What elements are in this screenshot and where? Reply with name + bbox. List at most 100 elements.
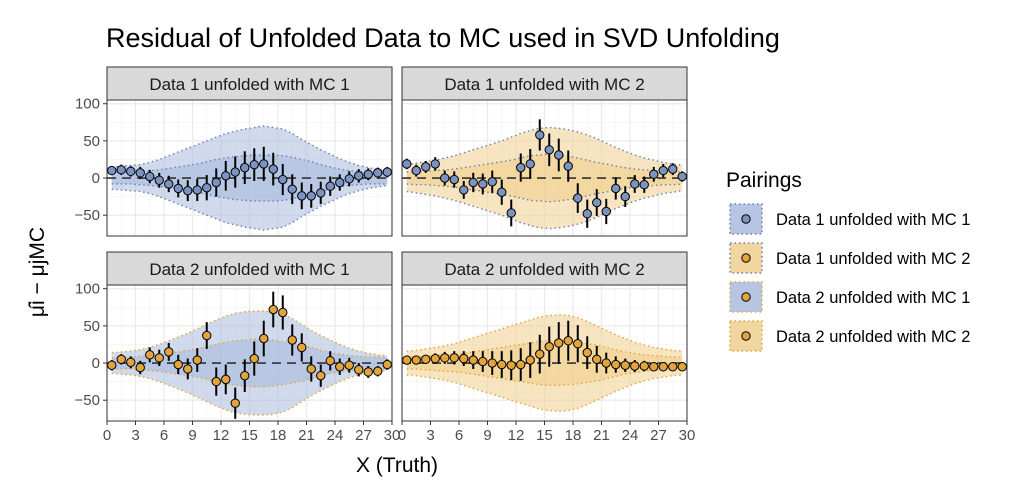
chart-title: Residual of Unfolded Data to MC used in …	[106, 23, 780, 53]
data-point	[183, 185, 193, 196]
legend-label: Data 2 unfolded with MC 2	[776, 328, 970, 346]
data-point	[278, 307, 288, 318]
data-point	[544, 341, 554, 352]
data-point	[173, 359, 183, 370]
data-point	[316, 188, 326, 198]
legend-title: Pairings	[726, 169, 802, 192]
data-point	[611, 183, 621, 194]
y-tick-label: 0	[92, 355, 100, 372]
data-point	[421, 354, 431, 365]
facet-strip-label: Data 1 unfolded with MC 1	[149, 75, 349, 94]
band-edge	[406, 189, 683, 230]
data-point	[411, 165, 421, 176]
panel-border	[106, 99, 393, 237]
legend-key-point	[741, 214, 751, 224]
x-tick-label: 3	[131, 427, 139, 444]
data-point	[506, 360, 516, 370]
data-point	[344, 360, 354, 370]
data-point	[630, 179, 640, 189]
data-point	[297, 191, 307, 201]
panel-border	[401, 99, 688, 237]
x-axes: 0 3 6 9 12 15 18 21 24 27 300 3 6 9 12 15 18 21 24 27 30	[103, 421, 696, 444]
legend-label: Data 2 unfolded with MC 1	[776, 289, 970, 307]
data-point	[611, 359, 621, 370]
data-point	[658, 362, 668, 372]
data-point	[525, 355, 535, 365]
data-point	[601, 206, 611, 217]
band-edge	[111, 310, 388, 357]
x-tick-label: 30	[384, 427, 401, 444]
data-point	[126, 357, 136, 367]
legend: Pairings Data 1 unfolded with MC 1 Data 1…	[726, 169, 970, 352]
data-point	[582, 347, 592, 358]
data-point	[154, 353, 164, 363]
data-point	[192, 185, 202, 195]
x-tick-label: 9	[483, 427, 491, 444]
data-point	[535, 130, 545, 140]
band-edge	[406, 126, 683, 167]
y-tick-label: 50	[83, 133, 100, 150]
legend-key-point	[741, 331, 751, 341]
data-point	[164, 179, 174, 189]
data-point	[240, 370, 250, 381]
data-point	[677, 362, 687, 372]
x-tick-label: 21	[593, 427, 610, 444]
y-tick-label: −50	[75, 392, 100, 409]
data-point	[325, 356, 335, 366]
data-point	[573, 193, 583, 203]
facet-panel: Data 2 unfolded with MC 2	[401, 251, 688, 422]
x-tick-label: 24	[622, 427, 639, 444]
x-tick-label: 30	[679, 427, 696, 444]
data-point	[668, 362, 678, 372]
data-point	[192, 355, 202, 365]
data-point	[421, 162, 431, 172]
legend-item: Data 2 unfolded with MC 2	[729, 320, 970, 352]
data-point	[487, 177, 497, 187]
data-point	[259, 333, 269, 344]
x-tick-label: 15	[536, 427, 553, 444]
band-edge	[111, 184, 388, 231]
facet-strip-label: Data 1 unfolded with MC 2	[444, 75, 644, 94]
data-point	[363, 367, 373, 377]
data-point	[525, 159, 535, 169]
panel-plot-area	[107, 100, 392, 236]
data-point	[601, 358, 611, 368]
data-point	[516, 359, 526, 370]
y-tick-label: 50	[83, 318, 100, 335]
data-point	[335, 362, 345, 372]
data-point	[278, 174, 288, 185]
data-point	[668, 164, 678, 174]
data-point	[459, 353, 469, 364]
data-point	[230, 398, 240, 408]
x-tick-label: 0	[398, 427, 406, 444]
data-point	[373, 168, 383, 178]
data-point	[221, 171, 231, 181]
data-point	[478, 356, 488, 367]
x-tick-label: 27	[650, 427, 667, 444]
data-point	[287, 184, 297, 194]
x-tick-label: 12	[213, 427, 230, 444]
facet-strip-label: Data 2 unfolded with MC 1	[149, 260, 349, 279]
data-point	[335, 177, 345, 188]
y-tick-label: 100	[75, 281, 100, 298]
x-tick-label: 9	[188, 427, 196, 444]
data-point	[221, 374, 231, 385]
data-point	[449, 353, 459, 363]
data-point	[107, 165, 117, 176]
data-point	[449, 174, 459, 185]
x-tick-label: 21	[298, 427, 315, 444]
y-tick-label: 0	[92, 170, 100, 187]
data-point	[468, 177, 478, 188]
x-tick-label: 18	[270, 427, 287, 444]
data-point	[649, 362, 659, 372]
data-point	[487, 358, 497, 368]
legend-key	[729, 242, 763, 274]
data-point	[554, 150, 564, 160]
x-tick-label: 27	[355, 427, 372, 444]
data-point	[373, 366, 383, 376]
data-point	[430, 159, 440, 169]
legend-label: Data 1 unfolded with MC 2	[776, 250, 970, 268]
data-point	[259, 159, 269, 169]
x-tick-label: 6	[455, 427, 463, 444]
